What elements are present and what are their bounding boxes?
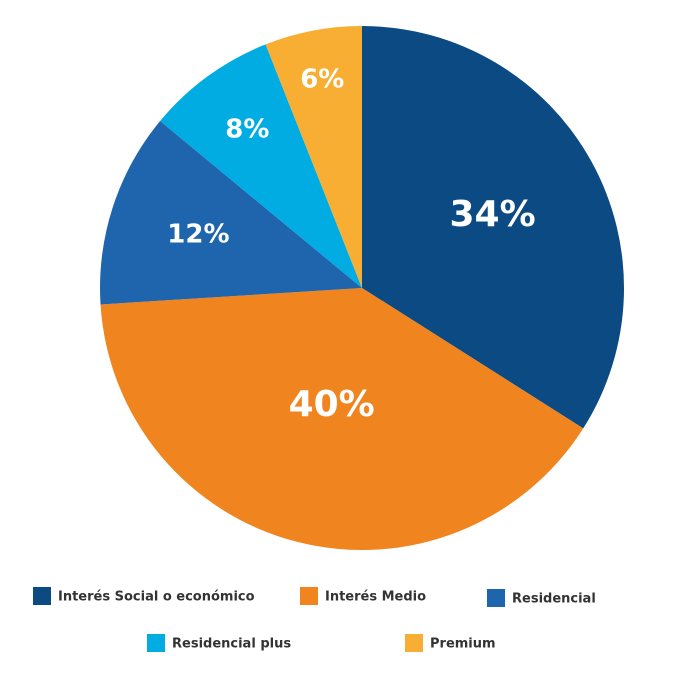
legend-label: Interés Social o económico [58,590,255,605]
value-label: 40% [289,384,375,425]
value-label: 34% [449,194,535,235]
legend-swatch [147,634,165,652]
pie-slice [100,120,362,305]
legend-swatch [33,587,51,605]
legend-label: Interés Medio [325,590,426,605]
legend-swatch [487,589,505,607]
legend-label: Premium [430,637,496,652]
legend-swatch [405,634,423,652]
pie-slice [100,288,584,550]
legend-label: Residencial [512,592,596,607]
value-label: 8% [225,115,269,145]
value-label: 6% [300,64,344,94]
pie-slice [362,26,624,429]
pie-slice [160,44,362,288]
legend-label: Residencial plus [172,637,291,652]
value-label: 12% [167,219,229,249]
legend-swatch [300,587,318,605]
pie-slice [265,26,362,288]
